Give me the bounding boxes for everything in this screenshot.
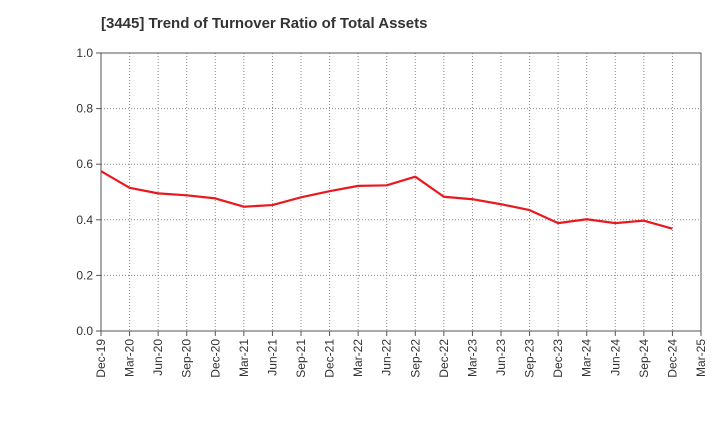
gridlines — [101, 52, 701, 331]
tick-labels: 0.0 0.2 0.4 0.6 0.8 1.0 Dec-19 Mar-20 Jun-20 Sep-… — [76, 46, 708, 378]
x-tick-label: Mar-23 — [465, 339, 479, 377]
y-tick-label: 0.4 — [76, 213, 93, 227]
x-tick-label: Dec-22 — [437, 339, 451, 378]
x-tick-label: Mar-20 — [123, 339, 137, 377]
x-tick-label: Jun-20 — [151, 339, 165, 376]
x-tick-label: Sep-20 — [180, 339, 194, 378]
x-tick-label: Sep-21 — [294, 339, 308, 378]
x-tick-label: Dec-20 — [208, 339, 222, 378]
x-tick-label: Jun-22 — [380, 339, 394, 376]
x-tick-label: Jun-23 — [494, 339, 508, 376]
chart-title: [3445] Trend of Turnover Ratio of Total … — [101, 15, 428, 32]
y-tick-label: 0.8 — [76, 102, 93, 116]
x-tick-label: Mar-22 — [351, 339, 365, 377]
x-tick-label: Mar-21 — [237, 339, 251, 377]
plot-frame — [100, 52, 702, 332]
x-tick-label: Mar-24 — [580, 339, 594, 377]
y-tick-label: 0.6 — [76, 157, 93, 171]
y-tick-label: 1.0 — [76, 46, 93, 60]
x-tick-label: Dec-24 — [665, 339, 679, 378]
x-tick-label: Dec-23 — [551, 339, 565, 378]
x-tick-label: Sep-24 — [637, 339, 651, 378]
x-tick-label: Mar-25 — [694, 339, 708, 377]
axes — [96, 52, 702, 336]
x-tick-label: Dec-21 — [323, 339, 337, 378]
series-layer — [100, 170, 673, 230]
x-tick-label: Dec-19 — [94, 339, 108, 378]
y-tick-label: 0.0 — [76, 324, 93, 338]
x-tick-label: Jun-24 — [608, 339, 622, 376]
x-tick-label: Sep-22 — [408, 339, 422, 378]
x-tick-label: Jun-21 — [265, 339, 279, 376]
y-tick-label: 0.2 — [76, 268, 93, 282]
x-tick-label: Sep-23 — [523, 339, 537, 378]
